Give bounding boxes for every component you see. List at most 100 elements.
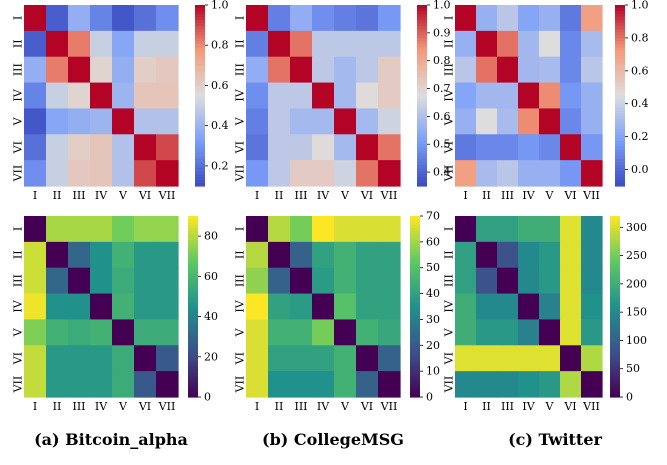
colorbar-segment — [610, 270, 620, 274]
heatmap-cell — [581, 30, 603, 58]
colorbar-tick-label: 200 — [626, 277, 647, 290]
heatmap-cell — [497, 267, 519, 295]
x-tick-label: VI — [138, 189, 151, 202]
heatmap-cell — [518, 267, 540, 295]
heatmap-cell — [24, 293, 47, 321]
colorbar-segment — [417, 155, 427, 160]
heatmap-cell — [24, 267, 47, 295]
colorbar-segment — [188, 333, 198, 338]
colorbar-segment — [417, 98, 427, 103]
colorbar-segment — [410, 228, 420, 232]
y-tick-label: IV — [234, 88, 247, 101]
heatmap-cell — [356, 241, 379, 269]
colorbar-segment — [195, 59, 205, 63]
x-tick-label: II — [53, 400, 62, 413]
heatmap-cell — [290, 319, 313, 346]
heatmap-cell — [90, 345, 113, 372]
colorbar-segment — [615, 74, 625, 78]
heatmap-cell — [378, 82, 401, 110]
heatmap-cell — [112, 216, 135, 243]
colorbar-segment — [195, 89, 205, 94]
y-tick-label: V — [443, 116, 456, 126]
heatmap-cell — [134, 216, 157, 243]
colorbar-tick-label: 0.2 — [631, 130, 649, 143]
heatmap-cell — [134, 345, 157, 372]
colorbar-segment — [188, 381, 198, 386]
heatmap-cell — [156, 241, 179, 269]
y-tick-label: II — [443, 39, 456, 48]
heatmap-cell — [356, 267, 379, 295]
colorbar-segment — [195, 62, 205, 66]
colorbar-segment — [410, 327, 420, 332]
colorbar-segment — [417, 50, 427, 54]
colorbar-segment — [417, 125, 427, 130]
heatmap-cell — [581, 371, 603, 398]
colorbar-segment — [188, 216, 198, 220]
heatmap-cell — [560, 319, 582, 346]
heatmap-cell — [24, 134, 47, 161]
colorbar-segment — [610, 378, 620, 383]
colorbar-segment — [410, 375, 420, 380]
colorbar-segment — [610, 300, 620, 305]
colorbar-segment — [410, 339, 420, 344]
heatmap-cell — [290, 134, 313, 161]
heatmap-cell — [497, 293, 519, 321]
colorbar-segment — [188, 345, 198, 350]
colorbar-segment — [417, 104, 427, 109]
heatmap-cell — [46, 30, 69, 58]
colorbar-segment — [615, 140, 625, 145]
heatmap-cell — [68, 319, 91, 346]
colorbar-segment — [417, 95, 427, 100]
x-tick-label: IV — [522, 400, 535, 413]
heatmap-cell — [476, 56, 498, 84]
y-tick-label: VI — [443, 352, 456, 365]
colorbar-segment — [417, 65, 427, 69]
colorbar-segment — [417, 23, 427, 27]
colorbar-segment — [417, 80, 427, 85]
heatmap-cell — [378, 319, 401, 346]
heatmap-cell — [24, 82, 47, 110]
colorbar-segment — [615, 95, 625, 100]
x-tick-label: I — [463, 189, 467, 202]
colorbar-tick-label: 300 — [626, 221, 647, 234]
colorbar-segment — [615, 173, 625, 178]
heatmap-cell — [455, 371, 477, 398]
colorbar-segment — [410, 372, 420, 377]
caption-bitcoin-alpha: (a) Bitcoin_alpha — [34, 430, 188, 449]
colorbar-segment — [417, 137, 427, 142]
colorbar-segment — [410, 219, 420, 223]
heatmap-cell — [560, 293, 582, 321]
heatmap-cell — [560, 82, 582, 110]
heatmap-cell — [112, 5, 135, 32]
heatmap-cell — [46, 134, 69, 161]
heatmap-cell — [455, 345, 477, 372]
colorbar-segment — [615, 143, 625, 148]
heatmap-cell — [476, 345, 498, 372]
heatmap-cell — [476, 371, 498, 398]
x-tick-label: V — [545, 189, 555, 202]
colorbar-segment — [195, 146, 205, 151]
colorbar-segment — [615, 116, 625, 121]
colorbar-segment — [417, 53, 427, 57]
x-tick-label: VII — [582, 400, 600, 413]
heatmap-cell — [290, 82, 313, 110]
heatmap-cell — [539, 160, 561, 187]
heatmap-cell — [90, 134, 113, 161]
colorbar-segment — [195, 152, 205, 157]
colorbar-segment — [195, 80, 205, 85]
colorbar-segment — [410, 336, 420, 341]
heatmap-cell — [560, 216, 582, 243]
colorbar-segment — [615, 119, 625, 124]
heatmap-cell — [378, 293, 401, 321]
heatmap-cell — [455, 82, 477, 110]
colorbar-segment — [410, 231, 420, 235]
heatmap-cell — [156, 134, 179, 161]
colorbar-segment — [410, 216, 420, 220]
colorbar-segment — [610, 258, 620, 262]
heatmap-cell — [455, 216, 477, 243]
colorbar-tick-label: 0.8 — [211, 39, 229, 52]
heatmap-cell — [356, 319, 379, 346]
heatmap-cell — [560, 30, 582, 58]
heatmap-cell — [246, 82, 269, 110]
colorbar-tick-label: 250 — [626, 249, 647, 262]
